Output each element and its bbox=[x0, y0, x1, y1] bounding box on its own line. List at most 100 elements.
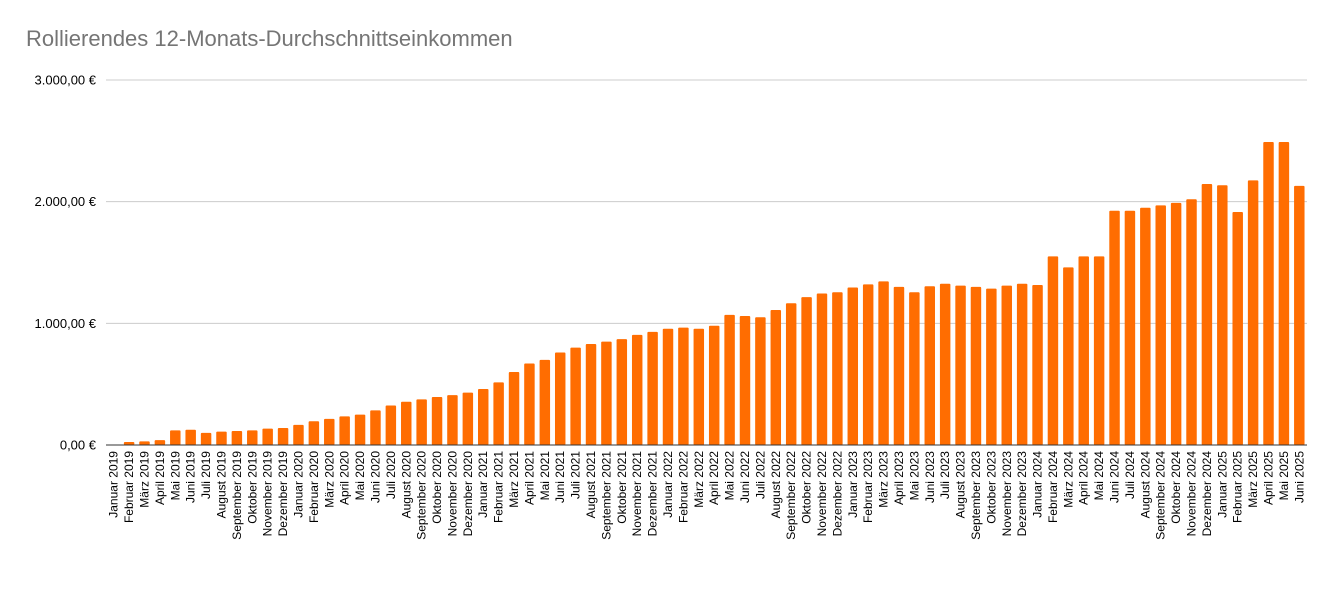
x-tick-label: Januar 2019 bbox=[107, 451, 121, 518]
x-tick-label: Februar 2022 bbox=[676, 451, 690, 523]
bar bbox=[1063, 267, 1074, 445]
x-tick-label: Dezember 2021 bbox=[646, 451, 660, 537]
bar bbox=[1201, 184, 1213, 445]
bar bbox=[1078, 256, 1089, 445]
bar bbox=[662, 328, 674, 445]
bar bbox=[816, 293, 828, 445]
bar bbox=[986, 288, 997, 445]
x-tick-label: Februar 2020 bbox=[307, 451, 321, 523]
x-tick-label: Juli 2021 bbox=[569, 451, 583, 499]
x-tick-label: November 2021 bbox=[630, 451, 644, 537]
x-axis-tick-labels: Januar 2019 Februar 2019 März 2019 April 20… bbox=[107, 451, 1307, 540]
bar bbox=[785, 303, 797, 445]
x-tick-label: März 2022 bbox=[692, 451, 706, 508]
bar bbox=[1093, 256, 1105, 445]
x-tick-label: Juni 2024 bbox=[1108, 451, 1122, 503]
bar bbox=[832, 292, 843, 445]
x-tick-label: März 2024 bbox=[1061, 451, 1075, 508]
chart-title: Rollierendes 12-Monats-Durchschnittseink… bbox=[26, 26, 513, 51]
bar bbox=[247, 430, 258, 445]
bar bbox=[770, 309, 782, 445]
x-tick-label: März 2020 bbox=[322, 451, 336, 508]
bar bbox=[893, 286, 905, 445]
x-tick-label: Juni 2019 bbox=[184, 451, 198, 503]
bar bbox=[539, 359, 551, 445]
bar bbox=[1217, 185, 1228, 445]
bar bbox=[955, 285, 966, 445]
x-tick-label: Juli 2023 bbox=[938, 451, 952, 499]
bar bbox=[123, 441, 135, 445]
gridlines bbox=[106, 79, 1307, 324]
bar bbox=[1001, 285, 1012, 445]
x-tick-label: Juni 2025 bbox=[1292, 451, 1306, 503]
x-tick-label: April 2020 bbox=[338, 451, 352, 505]
bar bbox=[1016, 283, 1028, 445]
bar bbox=[185, 429, 196, 445]
bar bbox=[554, 352, 566, 445]
x-tick-label: Juni 2023 bbox=[923, 451, 937, 503]
bar bbox=[924, 286, 935, 445]
x-tick-label: Juli 2024 bbox=[1123, 451, 1137, 499]
bar bbox=[878, 281, 889, 445]
bar bbox=[847, 287, 859, 445]
x-tick-label: November 2020 bbox=[445, 451, 459, 537]
y-tick-label: 1.000,00 € bbox=[35, 316, 97, 331]
bar bbox=[200, 432, 212, 445]
x-tick-label: November 2022 bbox=[815, 451, 829, 537]
x-tick-label: Oktober 2021 bbox=[615, 451, 629, 524]
bar bbox=[724, 314, 735, 445]
x-tick-label: September 2024 bbox=[1154, 451, 1168, 540]
x-tick-label: Mai 2019 bbox=[168, 451, 182, 501]
bar bbox=[293, 424, 304, 445]
bar bbox=[478, 389, 489, 445]
x-tick-label: Juni 2020 bbox=[368, 451, 382, 503]
x-tick-label: April 2019 bbox=[153, 451, 167, 505]
x-tick-label: September 2019 bbox=[230, 451, 244, 540]
bar bbox=[216, 431, 227, 445]
x-tick-label: Oktober 2024 bbox=[1169, 451, 1183, 524]
x-tick-label: Januar 2021 bbox=[476, 451, 490, 518]
bars bbox=[123, 142, 1305, 446]
bar bbox=[708, 325, 720, 445]
bar bbox=[462, 392, 474, 445]
bar bbox=[739, 316, 751, 445]
x-tick-label: April 2021 bbox=[522, 451, 536, 505]
x-tick-label: März 2025 bbox=[1246, 451, 1260, 508]
bar bbox=[1170, 202, 1182, 445]
x-tick-label: Dezember 2020 bbox=[461, 451, 475, 537]
bar bbox=[1294, 185, 1305, 445]
bar bbox=[1032, 285, 1043, 445]
x-tick-label: Januar 2024 bbox=[1031, 451, 1045, 518]
bar bbox=[508, 372, 520, 445]
bar bbox=[616, 339, 628, 445]
bar bbox=[324, 418, 335, 445]
bar bbox=[493, 382, 504, 445]
x-tick-label: Februar 2025 bbox=[1231, 451, 1245, 523]
x-tick-label: August 2022 bbox=[769, 451, 783, 519]
x-tick-label: Oktober 2022 bbox=[800, 451, 814, 524]
x-tick-label: Februar 2023 bbox=[861, 451, 875, 523]
bar bbox=[970, 286, 982, 445]
x-tick-label: Januar 2023 bbox=[846, 451, 860, 518]
x-tick-label: März 2023 bbox=[877, 451, 891, 508]
bar bbox=[262, 428, 273, 445]
x-tick-label: Mai 2024 bbox=[1092, 451, 1106, 501]
bar bbox=[416, 399, 427, 445]
y-tick-label: 2.000,00 € bbox=[35, 194, 97, 209]
x-tick-label: August 2020 bbox=[399, 451, 413, 519]
x-tick-label: Mai 2022 bbox=[723, 451, 737, 501]
bar bbox=[1109, 210, 1120, 445]
x-tick-label: August 2021 bbox=[584, 451, 598, 519]
bar bbox=[631, 334, 643, 445]
bar bbox=[693, 328, 705, 445]
x-tick-label: Mai 2020 bbox=[353, 451, 367, 501]
bar bbox=[154, 440, 166, 445]
bar bbox=[678, 327, 689, 445]
x-tick-label: November 2023 bbox=[1000, 451, 1014, 537]
x-tick-label: Dezember 2023 bbox=[1015, 451, 1029, 537]
bar bbox=[447, 395, 458, 445]
bar bbox=[601, 341, 612, 445]
bar bbox=[1186, 199, 1197, 445]
bar bbox=[1263, 142, 1274, 446]
